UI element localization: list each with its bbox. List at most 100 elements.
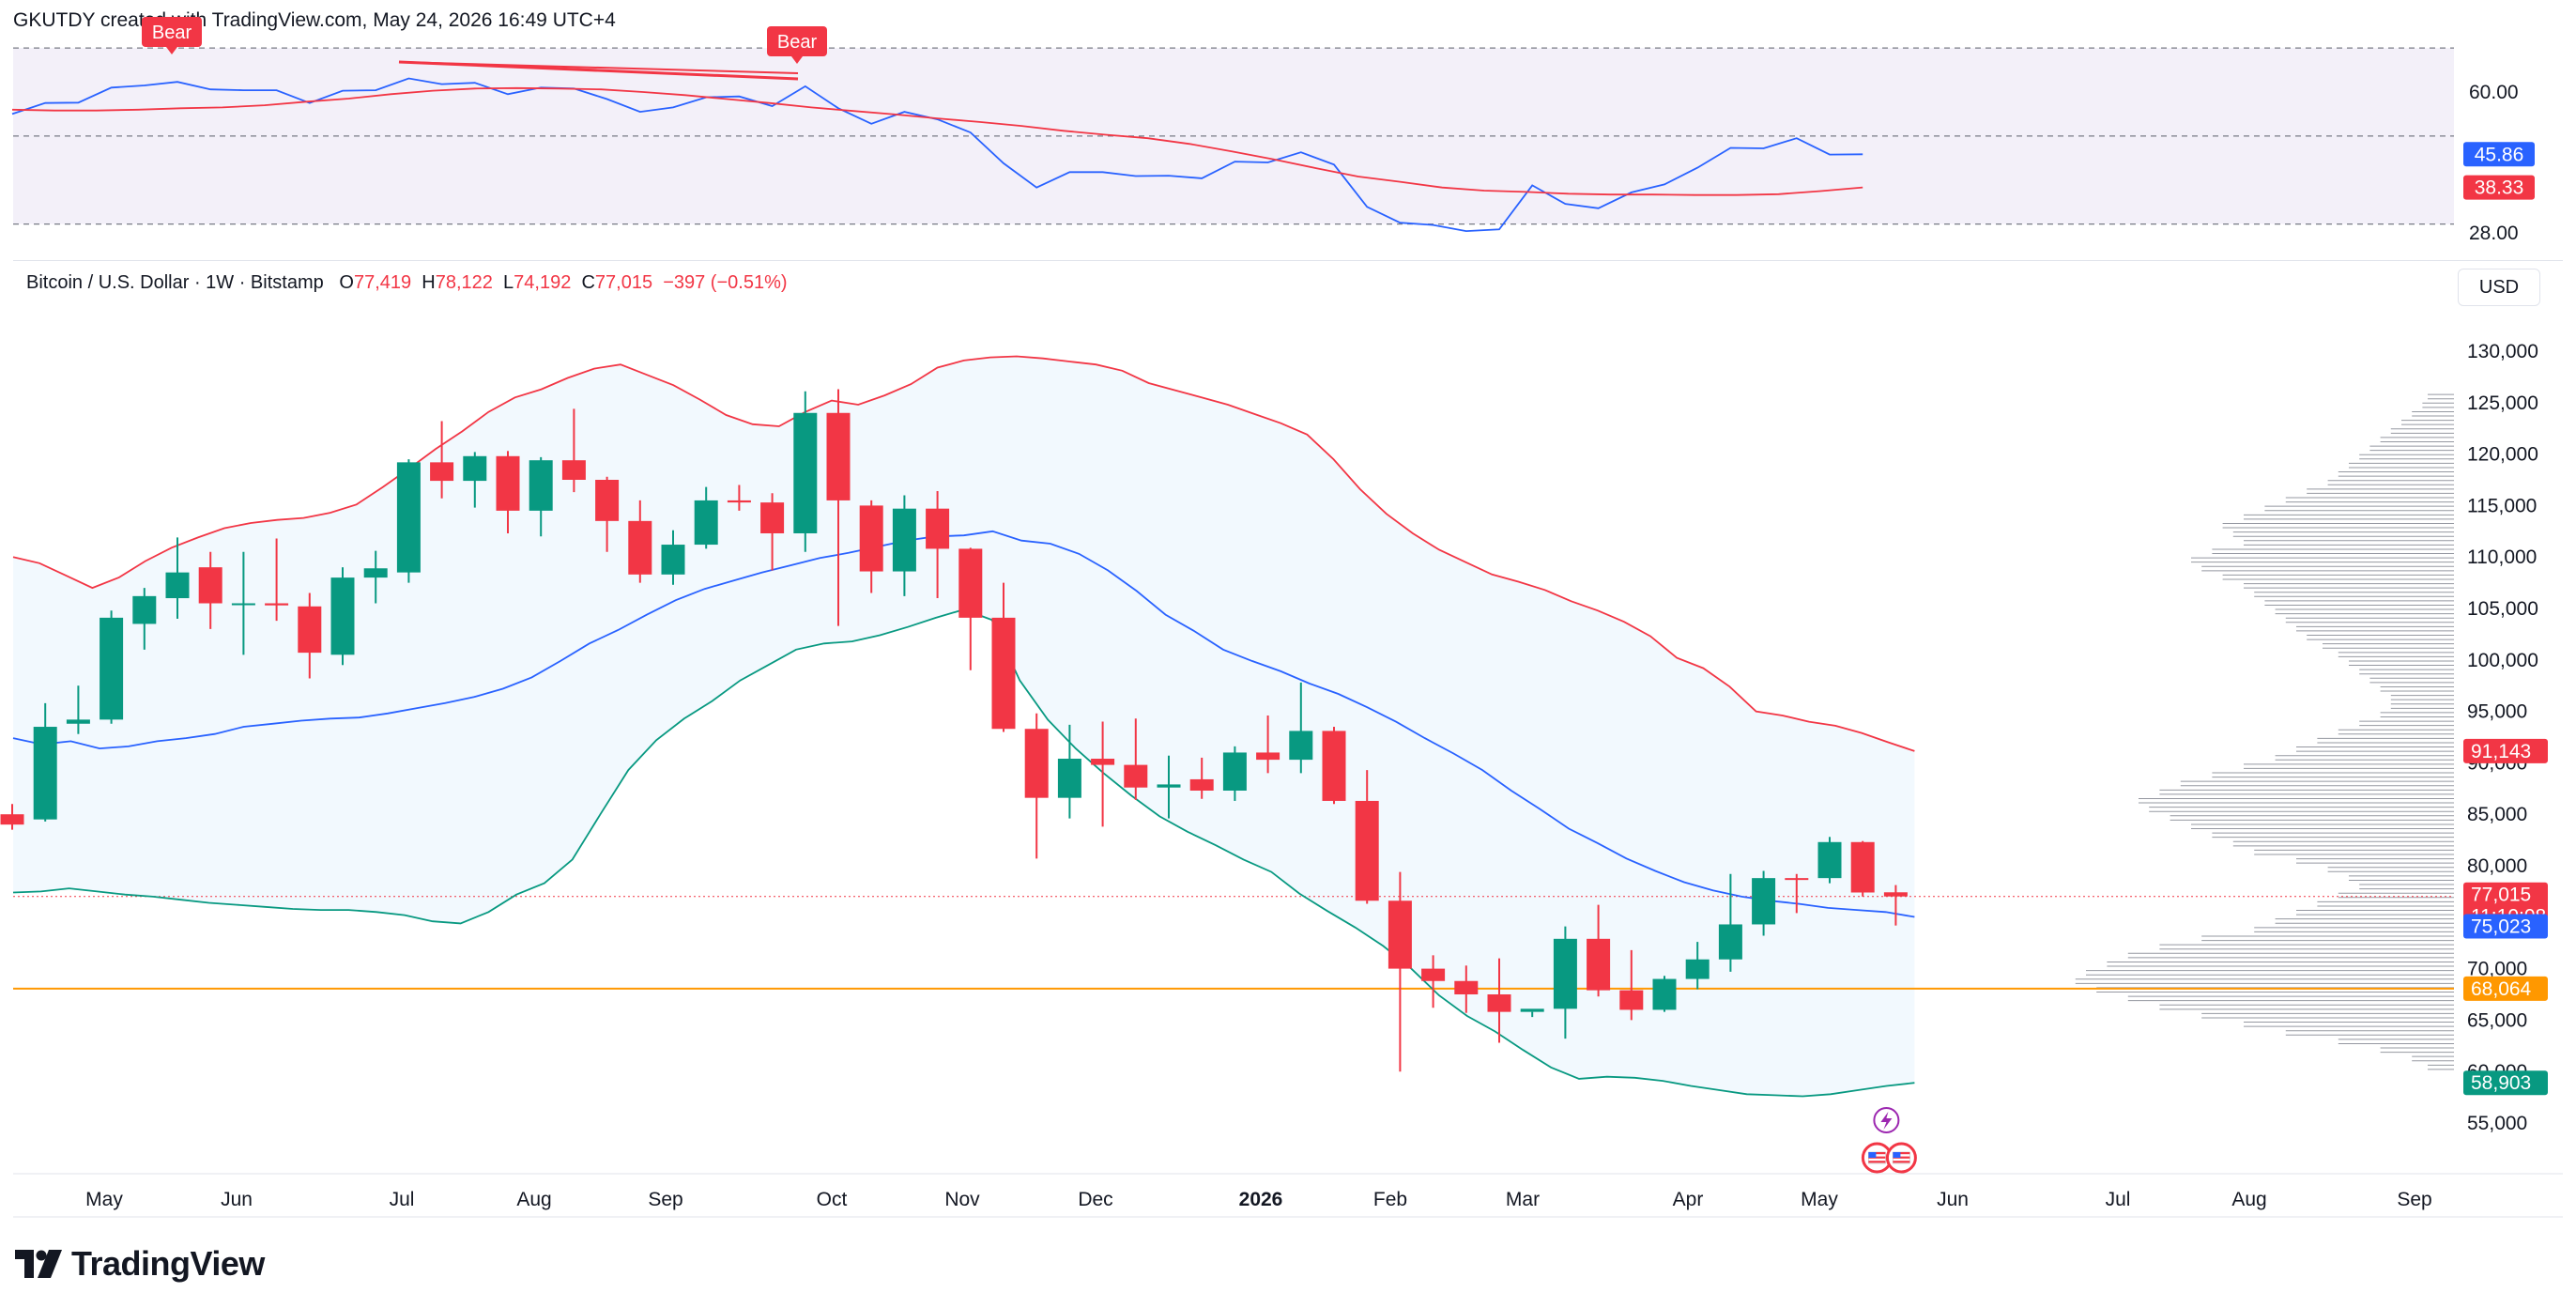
rsi-value-badge-text: 38.33	[2475, 177, 2524, 199]
tradingview-logo-icon	[15, 1250, 62, 1278]
tradingview-logo[interactable]: TradingView	[15, 1244, 265, 1284]
volume-profile-row	[2180, 780, 2454, 787]
time-tick-label: Mar	[1506, 1189, 1540, 1210]
volume-profile-row	[2338, 892, 2454, 899]
volume-profile-row	[2401, 420, 2454, 425]
candle	[1817, 837, 1842, 884]
low-value: 74,192	[514, 272, 572, 293]
candle-body	[1520, 1008, 1544, 1012]
volume-profile-row	[2428, 1064, 2454, 1070]
volume-profile-row	[2201, 935, 2454, 942]
candle-body	[1785, 878, 1809, 881]
flag-stripe	[1868, 1161, 1886, 1163]
volume-profile-row	[2327, 867, 2454, 872]
candle-body	[1057, 759, 1081, 798]
candle-body	[198, 567, 222, 604]
price-tick-label: 55,000	[2467, 1113, 2527, 1134]
candle	[231, 551, 255, 655]
volume-profile-row	[2317, 900, 2454, 907]
candle-body	[1421, 968, 1446, 981]
candle-body	[1157, 784, 1181, 788]
price-tick-label: 120,000	[2467, 444, 2538, 466]
volume-profile-row	[2275, 918, 2454, 924]
candle	[661, 530, 685, 585]
candle	[926, 491, 950, 599]
candle	[595, 476, 620, 552]
volume-profile-row	[2380, 437, 2454, 442]
volume-profile-row	[2285, 497, 2454, 503]
candle	[991, 582, 1016, 732]
candle-body	[1322, 731, 1346, 801]
candle-body	[1817, 841, 1842, 879]
volume-profile-row	[2428, 393, 2454, 400]
volume-profile-row	[2369, 677, 2454, 684]
volume-profile-row	[2349, 462, 2454, 469]
candle-body	[1619, 990, 1644, 1010]
volume-profile-row	[2212, 548, 2454, 555]
volume-profile-row	[2201, 565, 2454, 572]
candle-body	[463, 455, 487, 482]
price-value-badge	[2463, 1070, 2548, 1096]
close-value: 77,015	[594, 272, 653, 293]
candle	[330, 567, 355, 666]
candle	[1057, 724, 1081, 819]
price-tick-label: 65,000	[2467, 1009, 2527, 1031]
low-label: L	[503, 272, 514, 293]
candle-body	[363, 568, 388, 578]
candle-body	[132, 595, 157, 624]
candle	[396, 459, 421, 583]
volume-profile-row	[2264, 600, 2454, 606]
time-tick-label: Jun	[221, 1189, 253, 1210]
volume-profile-row	[2349, 660, 2454, 667]
volume-profile-row	[2232, 531, 2454, 537]
candle-body	[859, 505, 883, 572]
lightning-event-icon	[1873, 1107, 1900, 1133]
volume-profile-row	[2359, 454, 2454, 460]
candle	[1454, 965, 1479, 1013]
volume-profile-row	[2212, 832, 2454, 839]
volume-profile-row	[2159, 944, 2454, 950]
candle	[1752, 870, 1776, 936]
bear-label-pointer	[791, 56, 803, 64]
volume-profile-row	[2349, 875, 2454, 881]
volume-profile-row	[2254, 927, 2454, 932]
volume-profile-row	[2380, 712, 2454, 717]
candle-body	[1256, 752, 1280, 761]
symbol-name: Bitcoin / U.S. Dollar · 1W · Bitstamp	[26, 272, 324, 293]
symbol-legend: Bitcoin / U.S. Dollar · 1W · Bitstamp O7…	[26, 272, 788, 294]
volume-profile-row	[2412, 410, 2454, 417]
price-tick-label: 110,000	[2467, 546, 2537, 568]
candle-body	[694, 500, 718, 546]
open-value: 77,419	[353, 272, 412, 293]
volume-profile-row	[2086, 970, 2454, 976]
candle	[363, 550, 388, 604]
volume-profile-row	[2244, 583, 2454, 589]
time-tick-label: Aug	[2231, 1189, 2266, 1210]
candle-body	[1883, 892, 1908, 897]
candle-body	[1024, 729, 1049, 798]
candle	[1685, 942, 1710, 990]
candle	[760, 493, 785, 571]
price-tick-label: 105,000	[2467, 598, 2538, 620]
volume-profile-row	[2222, 522, 2454, 529]
currency-button[interactable]: USD	[2458, 269, 2540, 306]
candle-body	[1454, 980, 1479, 994]
candle-body	[991, 617, 1016, 730]
volume-profile-row	[2222, 574, 2454, 580]
candle-body	[727, 500, 751, 503]
candle	[793, 391, 818, 552]
volume-profile-row	[2127, 995, 2454, 1002]
rsi-tick-label: 28.00	[2469, 223, 2519, 244]
bear-label	[142, 17, 202, 47]
volume-profile-row	[2201, 1012, 2454, 1019]
candle	[1652, 976, 1677, 1012]
time-tick-label: May	[1801, 1189, 1838, 1210]
candle	[727, 485, 751, 511]
volume-profile-row	[2244, 1022, 2454, 1027]
candle	[1124, 718, 1148, 800]
candle-body	[330, 577, 355, 655]
candle-body	[1355, 800, 1379, 901]
candle	[1587, 904, 1611, 997]
price-tick-label: 95,000	[2467, 701, 2527, 723]
